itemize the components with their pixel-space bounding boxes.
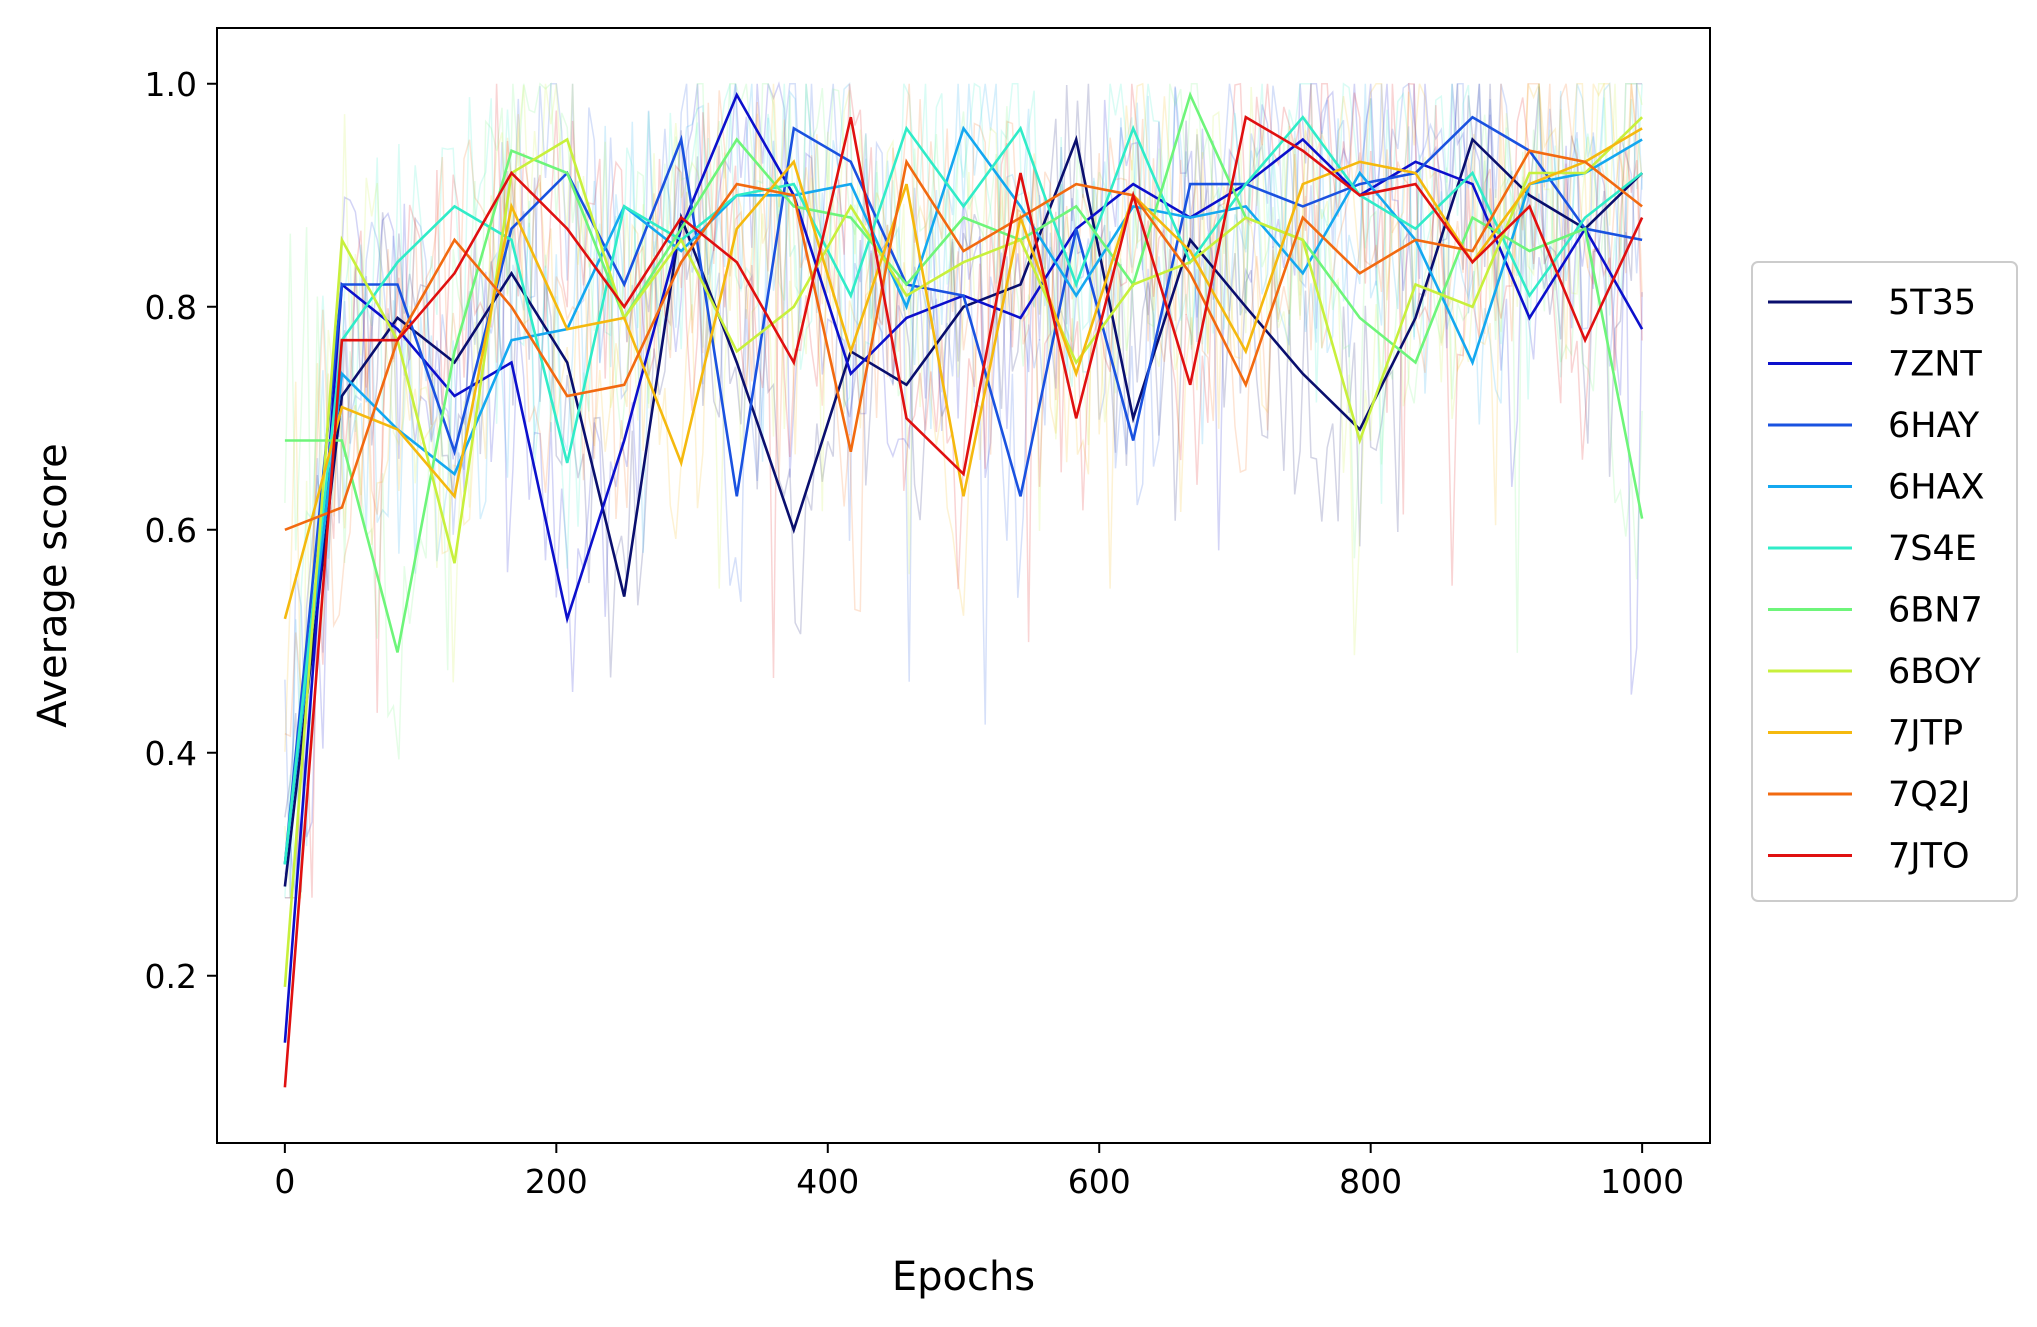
y-tick-label: 0.2 — [145, 957, 197, 996]
plot-frame — [216, 27, 1711, 1144]
raw-trace-7znt — [284, 81, 1643, 898]
legend: 5T35 7ZNT 6HAY 6HAX 7S4E 6BN7 6BOY 7JTP 7Q2J 7JTO — [1751, 261, 2018, 902]
legend-label-7jto: 7JTO — [1888, 837, 1970, 877]
raw-trace-6hay — [284, 82, 1643, 898]
legend-label-6bn7: 6BN7 — [1888, 591, 1983, 631]
y-tick-label: 0.4 — [145, 734, 197, 773]
raw-trace-6hax — [284, 81, 1643, 899]
x-tick-label: 600 — [1068, 1162, 1131, 1201]
y-tick-label: 0.6 — [145, 511, 197, 550]
y-tick-label: 0.8 — [145, 288, 197, 327]
x-tick-label: 200 — [525, 1162, 588, 1201]
x-tick-label: 0 — [274, 1162, 295, 1201]
y-axis: 0.2 0.4 0.6 0.8 1.0 — [145, 65, 217, 996]
series-line-6bn7 — [284, 91, 1644, 653]
legend-label-6boy: 6BOY — [1888, 652, 1981, 692]
series-lines — [283, 91, 1644, 1088]
series-line-7jto — [283, 115, 1644, 1088]
legend-label-5t35: 5T35 — [1888, 283, 1976, 323]
x-axis-title: Epochs — [892, 1254, 1035, 1300]
legend-label-6hax: 6HAX — [1888, 468, 1985, 508]
legend-label-7znt: 7ZNT — [1888, 345, 1982, 385]
x-tick-label: 800 — [1339, 1162, 1402, 1201]
y-tick-label: 1.0 — [145, 65, 197, 104]
legend-label-7s4e: 7S4E — [1888, 529, 1977, 569]
x-tick-label: 400 — [796, 1162, 859, 1201]
legend-label-7jtp: 7JTP — [1888, 714, 1963, 754]
series-line-7q2j — [284, 149, 1643, 532]
legend-label-7q2j: 7Q2J — [1888, 775, 1970, 815]
series-line-7jtp — [283, 127, 1643, 620]
series-line-7s4e — [283, 115, 1643, 865]
raw-trace-7q2j — [284, 83, 1643, 738]
x-tick-label: 1000 — [1600, 1162, 1684, 1201]
x-axis: 0 200 400 600 800 1000 — [274, 1143, 1684, 1201]
series-line-5t35 — [283, 134, 1644, 887]
legend-label-6hay: 6HAY — [1888, 406, 1980, 446]
y-axis-title: Average score — [30, 443, 76, 727]
legend-box — [1751, 261, 2018, 902]
